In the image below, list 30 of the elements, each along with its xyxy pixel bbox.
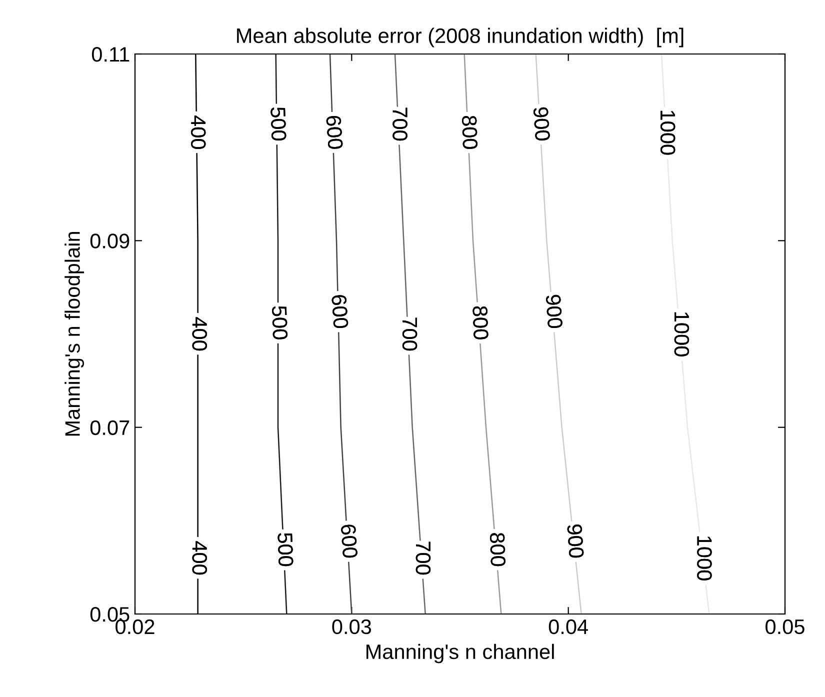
text: 1000 bbox=[660, 110, 676, 155]
text: 900 bbox=[546, 294, 563, 329]
y-tick-label: 0.11 bbox=[92, 47, 130, 62]
text: 800 bbox=[462, 116, 478, 150]
x-axis-title: Manning's n channel bbox=[366, 644, 554, 664]
text: 900 bbox=[567, 524, 584, 558]
y-axis-title: Manning's n floodplain bbox=[64, 232, 84, 436]
text: 700 bbox=[402, 318, 418, 351]
text: 700 bbox=[392, 108, 408, 141]
text: 400 bbox=[192, 317, 207, 351]
x-tick-label: 0.03 bbox=[332, 619, 372, 634]
text: 500 bbox=[270, 107, 286, 141]
y-tick-label: 0.07 bbox=[90, 420, 130, 436]
x-tick-label: 0.05 bbox=[766, 619, 804, 634]
text: 800 bbox=[472, 306, 488, 340]
text: 600 bbox=[340, 524, 358, 558]
text: 600 bbox=[331, 294, 348, 329]
text: 1000 bbox=[674, 312, 690, 356]
text: 800 bbox=[490, 532, 506, 566]
text: 900 bbox=[533, 107, 550, 141]
text: 700 bbox=[416, 542, 431, 575]
text: 500 bbox=[278, 532, 294, 566]
text: 500 bbox=[272, 306, 288, 340]
text: 400 bbox=[190, 116, 206, 149]
y-tick-label: 0.09 bbox=[90, 234, 130, 248]
x-tick-label: 0.04 bbox=[548, 619, 588, 634]
text: 400 bbox=[192, 541, 207, 575]
chart-title: Mean absolute error (2008 inundation width) [m] bbox=[237, 28, 684, 48]
text: 600 bbox=[326, 115, 344, 150]
text: 1000 bbox=[697, 536, 712, 580]
